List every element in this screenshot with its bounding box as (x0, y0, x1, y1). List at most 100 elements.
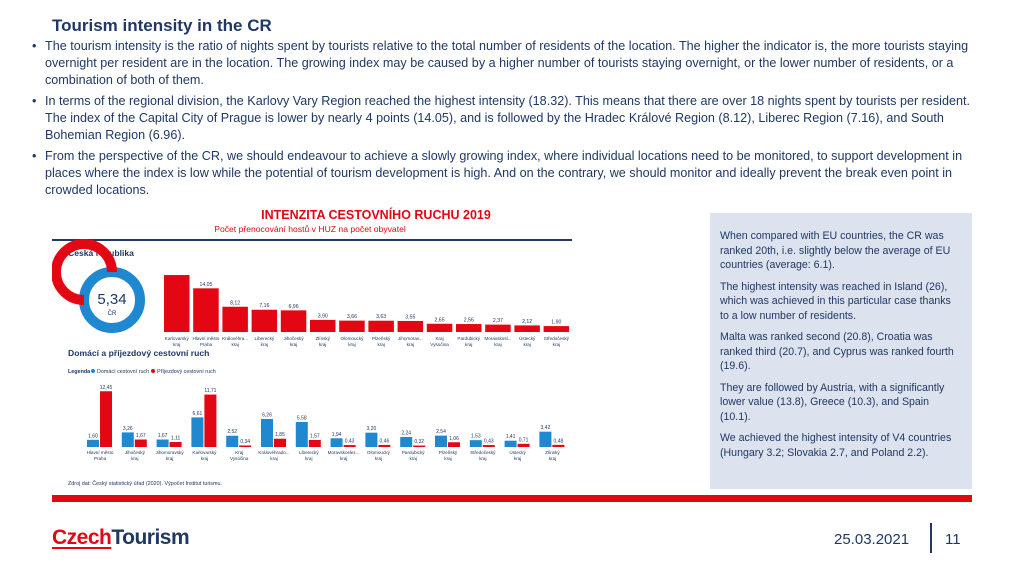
category-label: Ústecký (509, 449, 526, 455)
category-label: Olomoucký (367, 450, 391, 455)
category-label: Zlínský (315, 336, 330, 341)
bar-value-label: 3,55 (405, 314, 415, 320)
bar (448, 442, 460, 447)
bar (397, 320, 424, 332)
bar-value-label: 3,42 (541, 425, 551, 431)
category-label: Moravskoslez... (328, 450, 360, 455)
figure-subtitle: Počet přenocování hostů v HUZ na počet o… (214, 224, 406, 234)
footer-date: 25.03.2021 (834, 531, 910, 548)
bar-value-label: 2,65 (434, 317, 444, 323)
bar (193, 288, 219, 332)
bar (343, 445, 356, 447)
bar-value-label: 2,56 (464, 318, 474, 324)
category-label: kraj (494, 342, 501, 347)
category-label: Hlavní město (193, 336, 220, 341)
bar (368, 320, 394, 332)
panel-paragraph: When compared with EU countries, the CR … (720, 230, 951, 271)
bar (226, 435, 239, 447)
panel-paragraph: They are followed by Austria, with a sig… (720, 381, 945, 423)
category-label: Středočeský (544, 336, 570, 341)
footer-red-rule (52, 495, 972, 502)
bar-value-label: 6,26 (262, 412, 272, 418)
category-label: kraj (231, 342, 238, 347)
bar-value-label: 7,16 (259, 303, 269, 309)
bar (517, 443, 530, 447)
category-label: Praha (94, 456, 107, 461)
category-label: kraj (173, 342, 180, 347)
category-label: kraj (479, 456, 486, 461)
figure-source: Zdroj dat: Český statistický úřad (2020)… (68, 480, 222, 487)
category-label: kraj (465, 342, 472, 347)
bar (121, 432, 134, 447)
bar (378, 444, 391, 447)
bar-value-label: 3,90 (318, 313, 328, 319)
bar-value-label: 0,34 (240, 439, 250, 445)
bar (504, 440, 517, 447)
bar (539, 431, 552, 447)
category-label: Plzeňský (439, 450, 458, 455)
category-label: Ústecký (519, 335, 536, 341)
category-label: kraj (319, 342, 326, 347)
bar-value-label: 1,90 (551, 320, 561, 326)
bar-value-label: 1,85 (275, 432, 285, 438)
bar-value-label: 6,96 (288, 304, 298, 310)
bar (295, 422, 308, 447)
figure-title: INTENZITA CESTOVNÍHO RUCHU 2019 (261, 207, 491, 222)
bar (400, 436, 413, 447)
bar (169, 442, 182, 447)
bar-value-label: 0,43 (345, 439, 355, 445)
bar-value-label: 5,58 (297, 416, 307, 422)
bar-value-label: 3,20 (367, 426, 377, 432)
bar-value-label: 2,52 (227, 429, 237, 435)
category-label: kraj (305, 456, 312, 461)
bar (261, 418, 273, 447)
bar-value-label: 2,24 (401, 430, 411, 436)
bar (191, 417, 204, 447)
czechtourism-logo: CzechTourism (52, 526, 190, 550)
category-label: Moravskosl... (484, 336, 511, 341)
category-label: Liberecký (299, 450, 319, 455)
bar (280, 310, 307, 332)
bar-value-label: 1,41 (506, 434, 516, 440)
category-label: Olomoucký (340, 336, 364, 341)
category-label: Královéhra... (222, 336, 248, 341)
bullet-item: From the perspective of the CR, we shoul… (30, 148, 980, 199)
category-label: Pardubický (402, 450, 425, 455)
bar (482, 445, 495, 447)
bar-value-label: 11,71 (204, 388, 216, 394)
category-label: Liberecký (255, 336, 275, 341)
bar (308, 439, 321, 447)
donut-arc-red (52, 239, 117, 305)
category-label: kraj (375, 456, 382, 461)
bar (330, 438, 343, 447)
legend-title: Legenda (68, 369, 91, 375)
figure-header-rule (52, 239, 572, 241)
bar (456, 324, 482, 332)
bar-value-label: 2,12 (522, 319, 532, 325)
bar (339, 320, 365, 332)
bar (469, 440, 482, 447)
bar (413, 445, 426, 447)
bar-value-label: 6,61 (193, 411, 203, 417)
bar-value-label: 1,67 (158, 433, 168, 439)
category-label: kraj (131, 456, 138, 461)
chart2-legend: Legenda Domácí cestovní ruch Příjezdový … (68, 369, 216, 375)
category-label: kraj (514, 456, 521, 461)
category-label: Vysočina (430, 342, 449, 347)
category-label: Praha (200, 342, 213, 347)
panel-paragraph: The highest intensity was reached in Isl… (720, 280, 951, 322)
category-label: kraj (407, 342, 414, 347)
section-label-domestic-inbound: Domácí a příjezdový cestovní ruch (68, 348, 209, 358)
category-label: kraj (409, 456, 416, 461)
category-label: kraj (444, 456, 451, 461)
bar-value-label: 3,63 (376, 314, 386, 320)
category-label: Zlínský (545, 450, 560, 455)
category-label: kraj (261, 342, 268, 347)
cr-donut: 5,34 ČR (52, 239, 145, 333)
bar (514, 325, 540, 332)
category-label: Královéhrado... (258, 450, 289, 455)
bar-value-label: 14,05 (199, 282, 212, 288)
category-label: kraj (340, 456, 347, 461)
category-label: kraj (290, 342, 297, 347)
category-label: kraj (201, 456, 208, 461)
